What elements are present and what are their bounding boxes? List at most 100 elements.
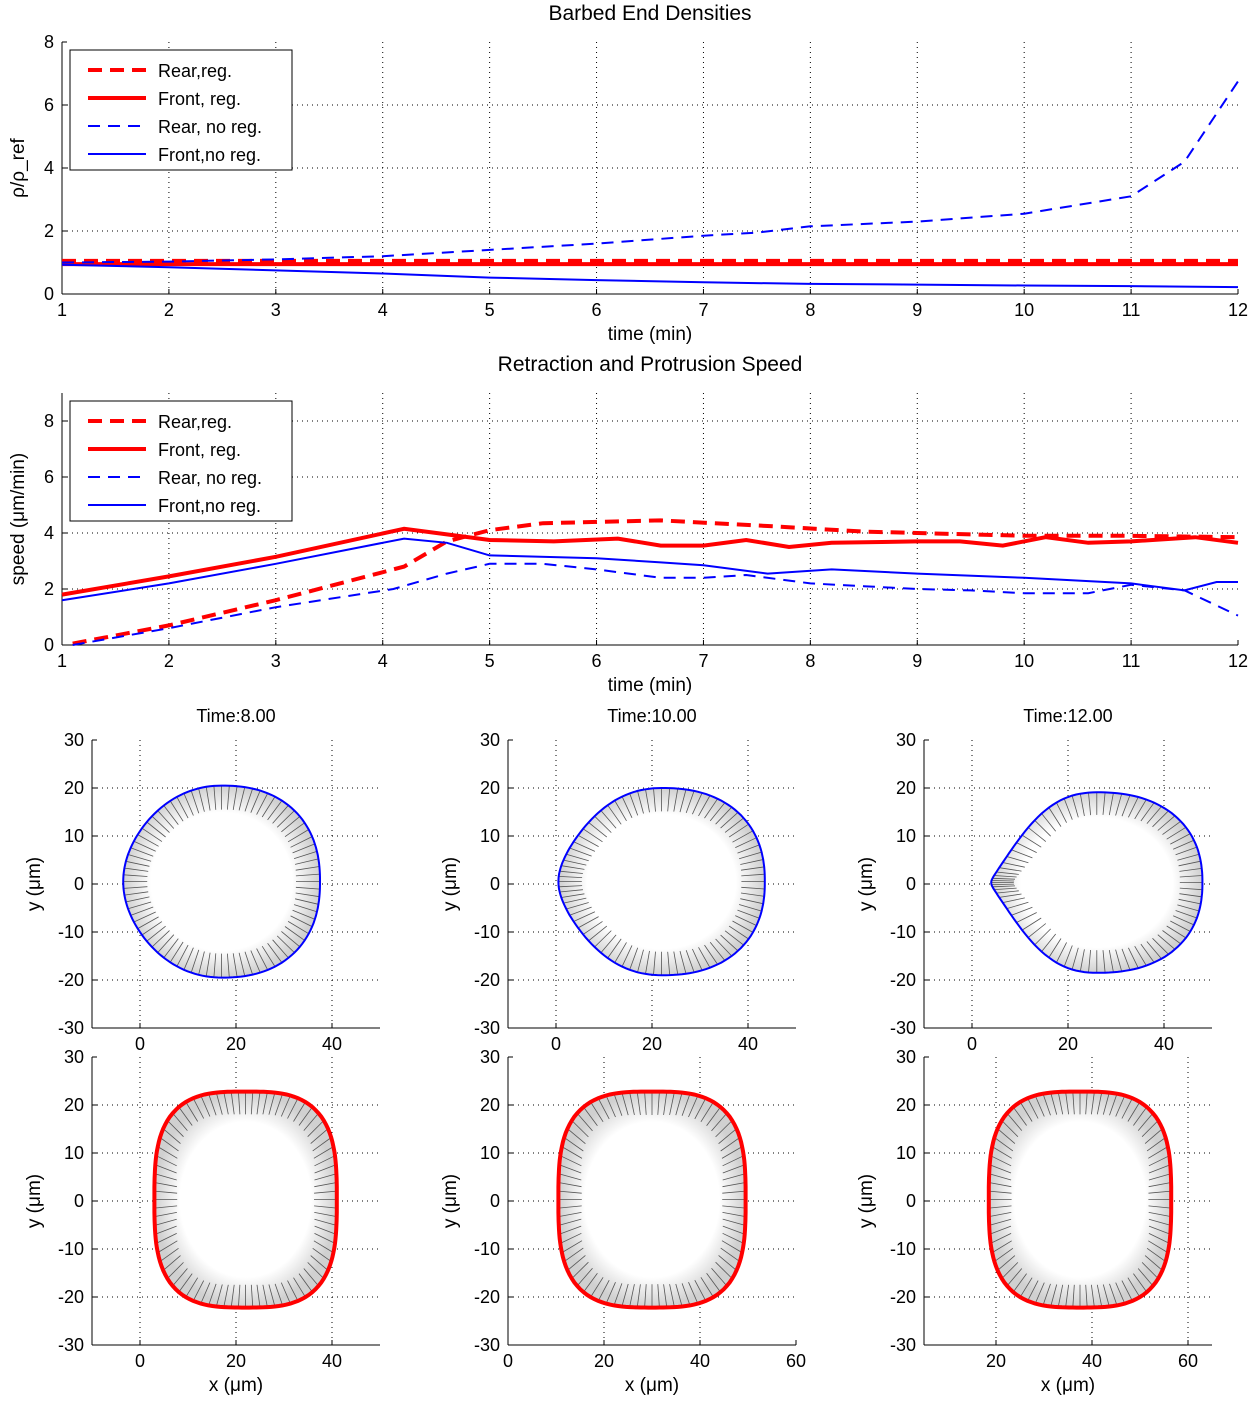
filament-ray bbox=[307, 1120, 325, 1137]
filament-ray bbox=[644, 1284, 647, 1308]
cell-boundary bbox=[152, 1089, 339, 1310]
filament-ray bbox=[720, 1137, 741, 1152]
filament-ray bbox=[293, 1277, 306, 1298]
filament-ray bbox=[312, 1247, 332, 1262]
filament-ray bbox=[1170, 920, 1191, 932]
filament-ray bbox=[728, 925, 749, 940]
filament-ray bbox=[590, 1101, 604, 1123]
filament-ray bbox=[151, 930, 170, 948]
y-tick-label: -10 bbox=[890, 922, 916, 942]
filament-ray bbox=[1019, 1277, 1033, 1298]
y-tick-label: 10 bbox=[480, 826, 500, 846]
filament-ray bbox=[573, 841, 596, 852]
y-tick-label: 30 bbox=[480, 730, 500, 750]
filament-ray bbox=[162, 1255, 181, 1271]
series-line-1 bbox=[61, 526, 1239, 597]
filament-ray bbox=[1002, 897, 1025, 903]
filament-ray bbox=[999, 867, 1022, 872]
filament-ray bbox=[205, 786, 211, 811]
filament-ray bbox=[167, 1262, 184, 1279]
filament-ray bbox=[1144, 1128, 1163, 1144]
filament-ray bbox=[244, 951, 253, 975]
filament-ray bbox=[1121, 1280, 1133, 1302]
filament-ray bbox=[290, 836, 313, 848]
filament-ray bbox=[137, 834, 159, 847]
series-line-3 bbox=[61, 537, 1238, 602]
filament-ray bbox=[284, 822, 305, 838]
y-tick-label: 8 bbox=[44, 411, 54, 431]
filament-ray bbox=[313, 1240, 334, 1253]
filament-ray bbox=[1006, 901, 1029, 909]
filament-ray bbox=[561, 893, 585, 898]
filament-ray bbox=[1102, 950, 1106, 973]
filament-ray bbox=[571, 1120, 589, 1138]
x-tick-label: 5 bbox=[485, 300, 495, 320]
filament-ray bbox=[571, 1261, 589, 1279]
filament-ray bbox=[262, 1091, 268, 1115]
filament-ray bbox=[629, 793, 639, 816]
filament-ray bbox=[227, 785, 230, 810]
filament-ray bbox=[657, 1284, 660, 1308]
filament-ray bbox=[262, 1284, 268, 1308]
filament-ray bbox=[141, 921, 163, 936]
y-axis-label: ρ/ρ_ref bbox=[8, 137, 29, 197]
filament-ray bbox=[124, 891, 149, 896]
x-tick-label: 0 bbox=[135, 1034, 145, 1054]
filament-ray bbox=[1148, 1205, 1172, 1209]
filament-ray bbox=[1175, 846, 1198, 856]
filament-ray bbox=[1166, 925, 1187, 939]
filament-ray bbox=[1146, 1247, 1166, 1262]
filament-ray bbox=[1162, 930, 1181, 945]
filament-ray bbox=[130, 847, 154, 857]
filament-ray bbox=[1050, 1284, 1058, 1307]
filament-ray bbox=[988, 1190, 1012, 1194]
filament-ray bbox=[293, 851, 318, 859]
y-tick-label: 10 bbox=[896, 1143, 916, 1163]
filament-ray bbox=[1109, 1283, 1118, 1306]
filament-ray bbox=[567, 1128, 586, 1145]
filament-ray bbox=[267, 943, 283, 963]
filament-ray bbox=[281, 931, 301, 948]
y-tick-label: -20 bbox=[58, 970, 84, 990]
filament-ray bbox=[675, 1283, 683, 1307]
filament-ray bbox=[238, 952, 246, 977]
y-axis-label: y (μm) bbox=[856, 1174, 877, 1228]
filament-ray bbox=[1162, 820, 1181, 835]
filament-ray bbox=[238, 1091, 241, 1115]
filament-ray bbox=[1179, 868, 1202, 872]
filament-ray bbox=[715, 938, 732, 957]
filament-ray bbox=[706, 1106, 721, 1127]
filament-ray bbox=[594, 815, 612, 833]
filament-ray bbox=[133, 840, 156, 852]
filament-ray bbox=[1027, 1098, 1039, 1119]
filament-ray bbox=[582, 828, 603, 843]
filament-ray bbox=[1146, 941, 1162, 959]
y-tick-label: 4 bbox=[44, 523, 54, 543]
filament-ray bbox=[997, 1128, 1016, 1144]
filament-ray bbox=[1057, 1284, 1064, 1308]
filament-ray bbox=[1016, 912, 1037, 923]
y-tick-label: 10 bbox=[896, 826, 916, 846]
filament-ray bbox=[256, 1091, 261, 1115]
filament-ray bbox=[284, 926, 305, 941]
filament-ray bbox=[1179, 893, 1202, 898]
filament-ray bbox=[127, 901, 152, 910]
filament-ray bbox=[715, 1261, 733, 1279]
filament-ray bbox=[1072, 1284, 1075, 1308]
filament-ray bbox=[582, 921, 603, 935]
filament-ray bbox=[577, 916, 599, 929]
filament-ray bbox=[566, 853, 589, 862]
filament-ray bbox=[613, 1283, 623, 1306]
x-tick-label: 11 bbox=[1122, 651, 1141, 671]
filament-ray bbox=[172, 1112, 188, 1131]
filament-ray bbox=[558, 885, 583, 888]
filament-ray bbox=[157, 1240, 178, 1253]
filament-ray bbox=[215, 1092, 223, 1115]
y-tick-label: -30 bbox=[890, 1335, 916, 1355]
filament-ray bbox=[274, 1093, 283, 1116]
y-tick-label: 20 bbox=[64, 1095, 84, 1115]
filament-ray bbox=[569, 906, 592, 916]
filament-ray bbox=[694, 1098, 707, 1120]
y-tick-label: -10 bbox=[474, 1239, 500, 1259]
